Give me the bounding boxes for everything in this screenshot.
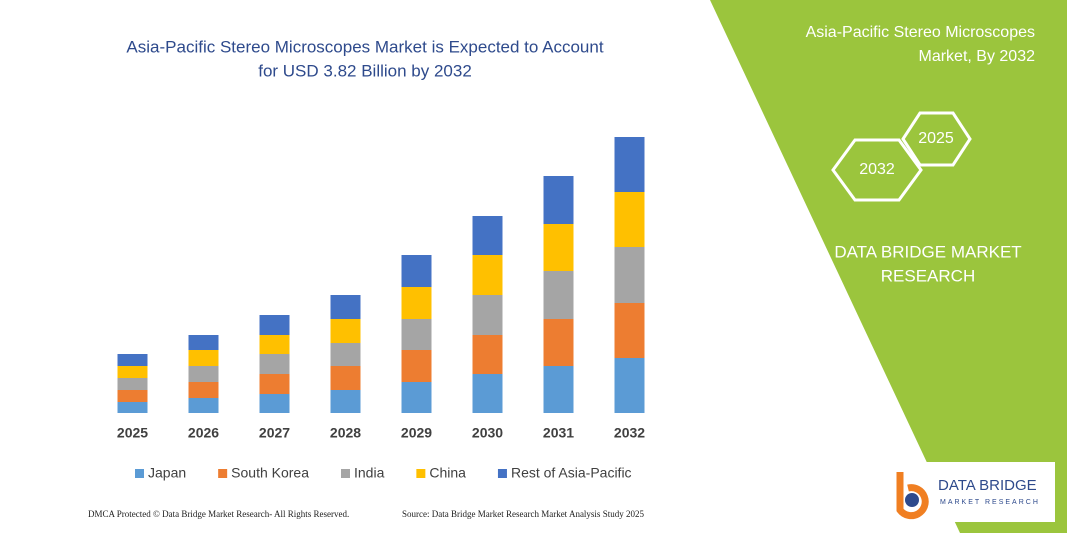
bar-segment (188, 335, 219, 350)
bar-segment (188, 382, 219, 398)
bar-segment (330, 295, 361, 319)
legend-swatch (497, 469, 507, 478)
bar-segment (401, 287, 432, 319)
x-tick-label: 2030 (472, 425, 503, 441)
bar-segment (330, 390, 361, 413)
bar-segment (543, 366, 574, 413)
logo-name: DATA BRIDGE (938, 477, 1037, 494)
legend-label: India (354, 465, 385, 481)
bar-segment (614, 358, 645, 413)
bar-segment (472, 295, 503, 335)
chart-title: Asia-Pacific Stereo Microscopes Market i… (126, 37, 603, 56)
bar-segment (614, 247, 645, 303)
legend-swatch (135, 469, 144, 478)
bar-segment (543, 271, 574, 319)
bar-segment (614, 303, 645, 358)
bar-segment (401, 255, 432, 287)
logo-icon (905, 493, 919, 507)
bar-segment (330, 366, 361, 390)
bar-segment (401, 382, 432, 413)
side-panel (710, 0, 1067, 533)
bar-segment (614, 137, 645, 192)
bar-segment (330, 343, 361, 366)
legend-label: China (429, 465, 466, 481)
logo-icon (896, 472, 929, 520)
hexagon (901, 111, 972, 167)
bar-segment (259, 315, 290, 335)
brand-text: RESEARCH (881, 266, 975, 285)
hexagon-label: 2025 (918, 130, 954, 147)
hexagon (831, 138, 923, 202)
legend-swatch (341, 469, 350, 478)
bar-segment (543, 319, 574, 366)
brand-text: DATA BRIDGE MARKET (834, 242, 1021, 261)
bar-segment (188, 366, 219, 382)
bar-segment (117, 390, 148, 402)
legend-swatch (416, 469, 426, 478)
footer-text: DMCA Protected © Data Bridge Market Rese… (88, 509, 349, 519)
x-tick-label: 2031 (543, 425, 574, 441)
bar-segment (188, 350, 219, 366)
bar-segment (543, 224, 574, 271)
legend-swatch (218, 469, 228, 478)
bar-segment (117, 354, 148, 366)
bar-segment (614, 192, 645, 247)
bar-segment (401, 319, 432, 350)
bar-segment (330, 319, 361, 343)
bar-segment (472, 216, 503, 255)
bar-segment (259, 354, 290, 374)
plot: 2025 2026 2027 2028 2029 2030 2031 2032 Japan Sou… (117, 137, 645, 481)
x-tick-label: 2025 (117, 425, 148, 441)
x-tick-label: 2026 (188, 425, 219, 441)
bar-segment (472, 335, 503, 374)
bar-segment (259, 394, 290, 413)
bar-segment (117, 402, 148, 413)
bar-segment (543, 176, 574, 224)
bar-segment (259, 335, 290, 354)
x-tick-label: 2027 (259, 425, 290, 441)
x-tick-label: 2032 (614, 425, 645, 441)
panel-heading: Market, By 2032 (919, 48, 1036, 65)
bar-segment (472, 374, 503, 413)
x-tick-label: 2029 (401, 425, 432, 441)
bar-segment (188, 398, 219, 413)
bar-segment (472, 255, 503, 295)
logo-tagline: MARKET RESEARCH (940, 499, 1040, 506)
bar-segment (117, 366, 148, 378)
legend-label: Japan (148, 465, 186, 481)
legend-label: Rest of Asia-Pacific (511, 465, 632, 481)
x-tick-label: 2028 (330, 425, 361, 441)
legend-label: South Korea (231, 465, 309, 481)
footer-text: Source: Data Bridge Market Research Mark… (402, 509, 644, 519)
panel-heading: Asia-Pacific Stereo Microscopes (806, 24, 1035, 41)
hexagon-label: 2032 (859, 161, 895, 178)
bar-segment (259, 374, 290, 394)
chart-title: for USD 3.82 Billion by 2032 (258, 61, 472, 80)
bar-segment (117, 378, 148, 390)
bar-segment (401, 350, 432, 382)
